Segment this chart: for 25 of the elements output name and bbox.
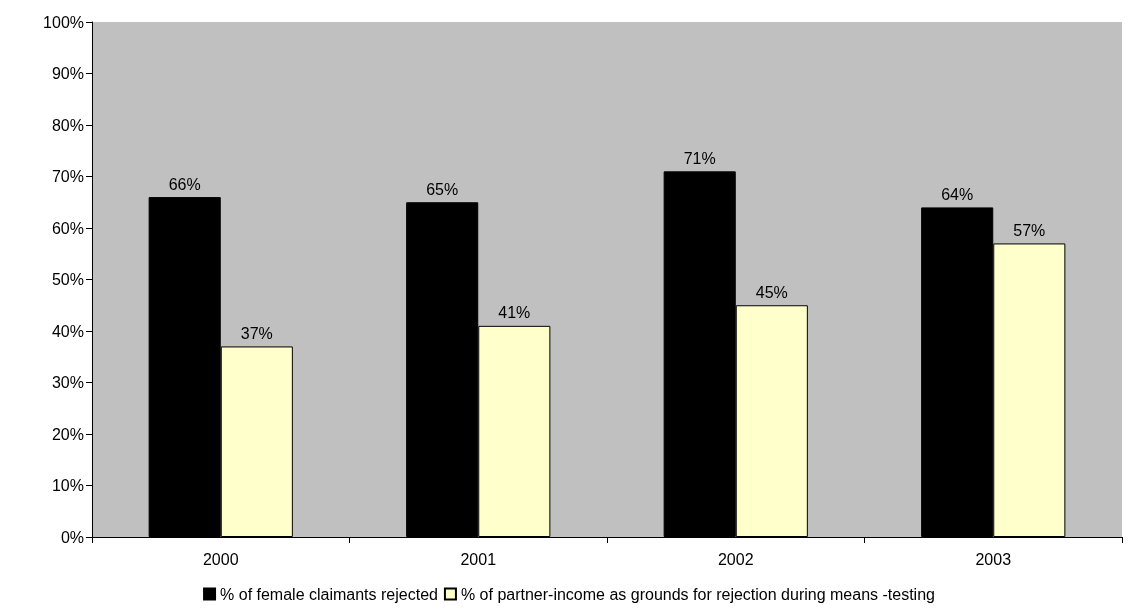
y-tick-label: 20%: [51, 425, 84, 443]
y-tick-label: 50%: [51, 271, 84, 288]
x-tick-label: 2003: [975, 550, 1012, 568]
legend-label: % of female claimants rejected: [220, 585, 438, 603]
y-tick-label: 60%: [51, 219, 84, 237]
x-tick-label: 2002: [717, 550, 754, 568]
y-tick-label: 70%: [51, 168, 84, 185]
y-tick-label: 40%: [51, 322, 84, 340]
y-tick-label: 30%: [51, 374, 84, 391]
data-label: 71%: [683, 149, 716, 167]
data-label: 41%: [498, 304, 531, 322]
y-tick-label: 10%: [51, 477, 84, 494]
data-label: 64%: [941, 185, 974, 203]
y-tick-label: 90%: [51, 65, 84, 82]
y-tick-label: 0%: [60, 528, 84, 546]
y-tick-label: 80%: [51, 116, 84, 134]
x-tick-label: 2001: [460, 550, 497, 568]
legend-label: % of partner-income as grounds for rejection during means -testing: [460, 585, 935, 603]
data-label: 66%: [168, 175, 201, 193]
data-label: 65%: [426, 180, 459, 198]
data-label: 45%: [755, 283, 788, 301]
data-label: 57%: [1013, 221, 1046, 239]
data-label: 37%: [240, 324, 273, 342]
y-tick-label: 100%: [43, 13, 84, 31]
x-tick-label: 2000: [202, 550, 239, 568]
